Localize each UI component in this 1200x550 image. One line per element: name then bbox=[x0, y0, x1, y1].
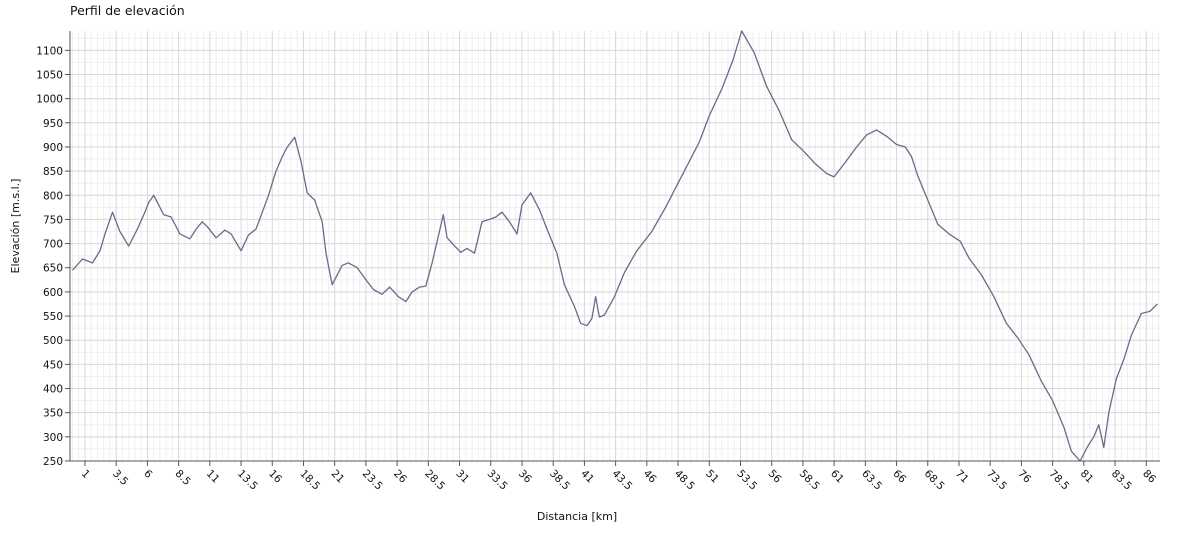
chart-title: Perfil de elevación bbox=[70, 3, 185, 18]
y-tick-label: 1050 bbox=[36, 69, 63, 81]
x-tick-label: 28.5 bbox=[422, 468, 447, 493]
x-tick-label: 66 bbox=[890, 468, 908, 486]
x-tick-label: 8.5 bbox=[173, 468, 193, 488]
x-tick-label: 78.5 bbox=[1047, 468, 1072, 493]
x-tick-label: 81 bbox=[1078, 468, 1096, 486]
axes bbox=[69, 31, 1160, 462]
y-tick-label: 700 bbox=[43, 239, 63, 251]
x-tick-label: 31 bbox=[453, 468, 471, 486]
y-tick-label: 650 bbox=[43, 263, 63, 275]
y-tick-label: 550 bbox=[43, 311, 63, 323]
y-tick-label: 1000 bbox=[36, 94, 63, 106]
y-tick-label: 900 bbox=[43, 142, 63, 154]
y-tick-label: 350 bbox=[43, 408, 63, 420]
x-tick-label: 53.5 bbox=[734, 468, 759, 493]
y-axis-ticks: 250 300 350 400 450 500 550 600 650 700 750 800 850 9… bbox=[36, 45, 70, 468]
x-tick-label: 23.5 bbox=[360, 468, 385, 493]
y-tick-label: 400 bbox=[43, 384, 63, 396]
y-tick-label: 450 bbox=[43, 359, 63, 371]
y-axis-label: Elevación [m.s.l.] bbox=[9, 179, 22, 274]
x-axis-ticks: 1 3.5 6 8.5 11 13.5 16 18.5 21 23.5 26 28.5 31 33.5 36… bbox=[79, 461, 1158, 493]
x-tick-label: 26 bbox=[391, 468, 409, 486]
series-line-elevation bbox=[72, 30, 1158, 462]
x-tick-label: 71 bbox=[953, 468, 971, 486]
y-tick-label: 1100 bbox=[36, 45, 63, 57]
y-tick-label: 800 bbox=[43, 190, 63, 202]
x-axis-label: Distancia [km] bbox=[537, 510, 617, 523]
x-tick-label: 11 bbox=[204, 468, 222, 486]
x-tick-label: 86 bbox=[1140, 468, 1158, 486]
x-tick-label: 58.5 bbox=[797, 468, 822, 493]
x-tick-label: 63.5 bbox=[859, 468, 884, 493]
x-tick-label: 56 bbox=[766, 468, 784, 486]
x-tick-label: 18.5 bbox=[297, 468, 322, 493]
x-tick-label: 46 bbox=[641, 468, 659, 486]
x-tick-label: 13.5 bbox=[235, 468, 260, 493]
x-tick-label: 51 bbox=[703, 468, 721, 486]
x-tick-label: 21 bbox=[329, 468, 347, 486]
x-tick-label: 43.5 bbox=[610, 468, 635, 493]
x-tick-label: 48.5 bbox=[672, 468, 697, 493]
x-tick-label: 1 bbox=[79, 468, 92, 481]
y-tick-label: 950 bbox=[43, 118, 63, 130]
x-tick-label: 33.5 bbox=[485, 468, 510, 493]
x-tick-label: 73.5 bbox=[984, 468, 1009, 493]
plot-area bbox=[70, 31, 1160, 461]
x-tick-label: 61 bbox=[828, 468, 846, 486]
x-tick-label: 83.5 bbox=[1109, 468, 1134, 493]
x-tick-label: 6 bbox=[141, 468, 154, 481]
y-tick-label: 300 bbox=[43, 432, 63, 444]
x-tick-label: 68.5 bbox=[922, 468, 947, 493]
y-tick-label: 750 bbox=[43, 214, 63, 226]
x-tick-label: 16 bbox=[266, 468, 284, 486]
y-tick-label: 500 bbox=[43, 335, 63, 347]
y-tick-label: 250 bbox=[43, 456, 63, 468]
x-tick-label: 76 bbox=[1015, 468, 1033, 486]
x-tick-label: 38.5 bbox=[547, 468, 572, 493]
y-tick-label: 850 bbox=[43, 166, 63, 178]
y-tick-label: 600 bbox=[43, 287, 63, 299]
x-tick-label: 3.5 bbox=[110, 468, 130, 488]
x-tick-label: 41 bbox=[578, 468, 596, 486]
x-tick-label: 36 bbox=[516, 468, 534, 486]
